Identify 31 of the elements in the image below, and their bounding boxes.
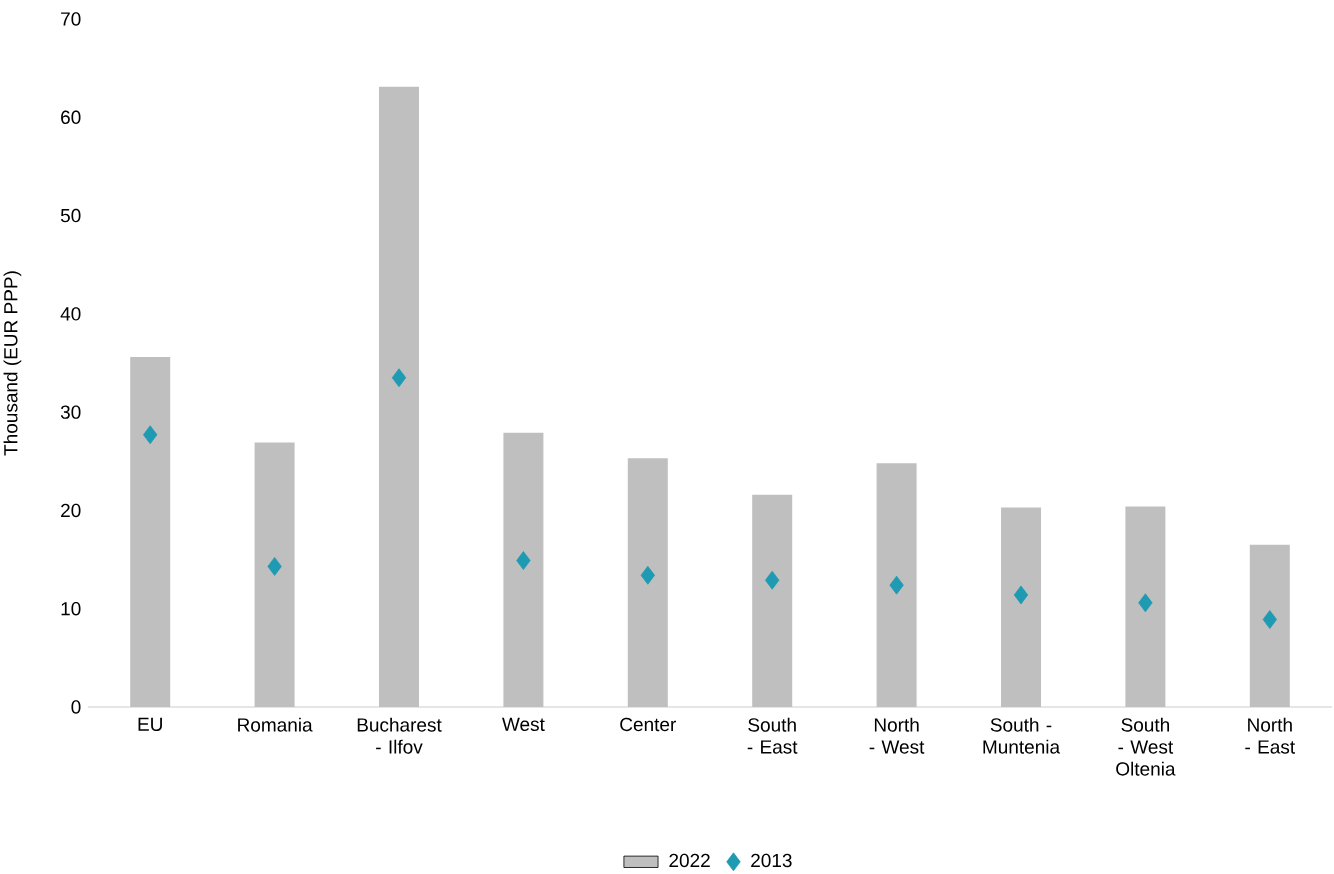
y-tick-label: 20 [61, 503, 81, 518]
point [1013, 585, 1029, 605]
y-tick-label: 10 [61, 601, 81, 616]
x-tick-label: North - West [869, 717, 925, 754]
y-tick-label: 60 [61, 110, 81, 125]
point [516, 551, 531, 570]
x-tick-label: South - Muntenia [983, 717, 1061, 754]
x-tick-label: EU [138, 717, 162, 731]
point [765, 570, 780, 590]
x-tick-label: Bucharest - Ilfov [357, 717, 442, 754]
x-tick-label: Center [620, 717, 676, 732]
x-tick-label: West [502, 717, 545, 731]
y-axis-title: Thousand (EUR PPP) [3, 271, 22, 456]
point [1138, 593, 1153, 613]
point [143, 425, 158, 445]
y-tick-label: 40 [60, 307, 81, 321]
point [1262, 610, 1277, 629]
y-tick-label: 50 [60, 208, 81, 223]
legend-label: 2022 [669, 853, 710, 868]
y-tick-label: 30 [60, 405, 81, 419]
point [267, 557, 282, 576]
point [889, 575, 904, 595]
y-tick-label: 70 [61, 12, 81, 26]
y-tick-label: 0 [71, 700, 81, 714]
x-tick-label: North - East [1245, 717, 1295, 754]
point [640, 565, 655, 585]
point [391, 368, 407, 388]
x-tick-label: South - West Oltenia [1116, 717, 1176, 776]
x-tick-label: Romania [238, 717, 313, 732]
x-tick-label: South - East [747, 717, 798, 754]
legend-label: 2013 [751, 853, 792, 868]
